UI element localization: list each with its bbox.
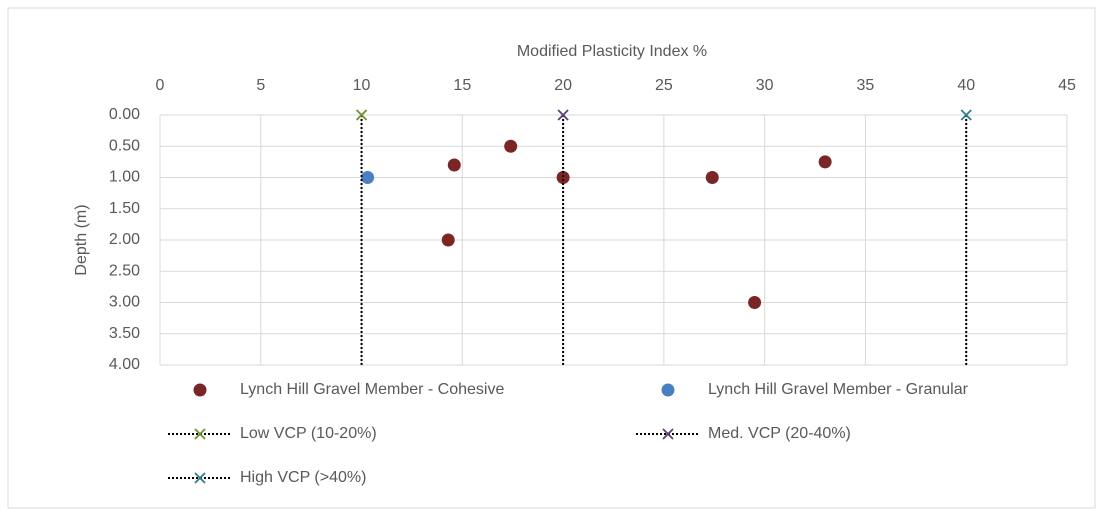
point xyxy=(447,158,461,172)
x-tick-label: 35 xyxy=(857,77,875,94)
legend-marker xyxy=(193,383,207,397)
y-tick-label: 2.50 xyxy=(109,262,140,279)
line-marker xyxy=(960,109,972,121)
point xyxy=(556,171,570,184)
x-tick-label: 5 xyxy=(256,77,265,94)
chart-frame xyxy=(7,7,1096,509)
point xyxy=(504,139,518,153)
x-tick-label: 25 xyxy=(655,77,673,94)
legend-marker xyxy=(194,428,206,440)
legend-label: Low VCP (10-20%) xyxy=(240,425,377,442)
line-marker xyxy=(355,109,368,121)
legend-label: Lynch Hill Gravel Member - Cohesive xyxy=(240,381,504,398)
x-tick-label: 0 xyxy=(156,77,165,94)
x-tick-label: 15 xyxy=(453,77,471,94)
legend-label: High VCP (>40%) xyxy=(240,469,366,486)
y-tick-label: 0.00 xyxy=(109,106,140,123)
y-tick-label: 3.00 xyxy=(109,294,140,311)
legend-label: Lynch Hill Gravel Member - Granular xyxy=(708,381,969,398)
legend-marker xyxy=(194,472,206,484)
legend-marker xyxy=(662,428,674,440)
legend-marker xyxy=(661,383,675,397)
legend-label: Med. VCP (20-40%) xyxy=(708,425,851,442)
x-axis-title: Modified Plasticity Index % xyxy=(517,43,707,60)
point xyxy=(818,155,832,169)
x-tick-label: 10 xyxy=(353,77,371,94)
y-tick-label: 1.00 xyxy=(109,169,140,186)
x-tick-label: 20 xyxy=(554,77,572,94)
x-tick-label: 40 xyxy=(957,77,975,94)
y-tick-label: 3.50 xyxy=(109,325,140,342)
point xyxy=(361,171,375,184)
line-marker xyxy=(557,109,569,121)
x-tick-label: 30 xyxy=(756,77,774,94)
point xyxy=(748,296,762,309)
x-tick-label: 45 xyxy=(1058,77,1076,94)
y-axis-title: Depth (m) xyxy=(73,204,90,275)
y-tick-label: 4.00 xyxy=(109,356,140,373)
point xyxy=(441,233,455,247)
y-tick-label: 1.50 xyxy=(109,200,140,217)
point xyxy=(705,171,719,184)
y-tick-label: 0.50 xyxy=(109,137,140,154)
y-tick-label: 2.00 xyxy=(109,231,140,248)
